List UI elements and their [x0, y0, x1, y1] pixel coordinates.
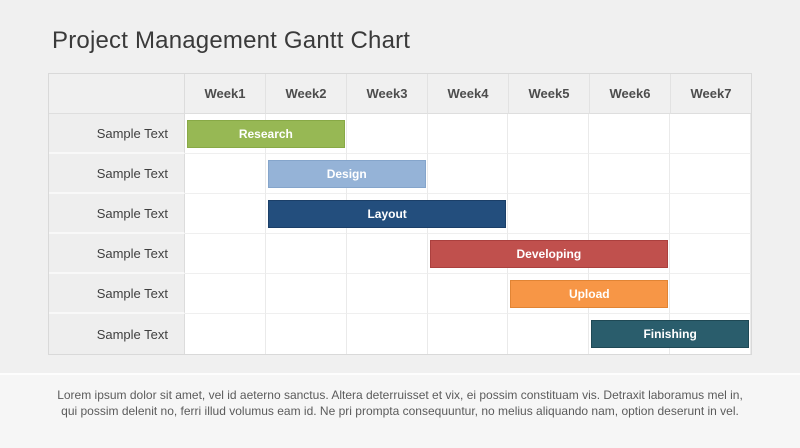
- gantt-bar-research[interactable]: Research: [187, 120, 345, 148]
- grid-cell: [670, 274, 752, 314]
- gantt-row: Sample Text Design: [49, 154, 752, 194]
- week-header-7: Week7: [671, 74, 751, 114]
- row-timeline: Design: [185, 154, 752, 194]
- grid-cell: [670, 114, 752, 154]
- grid-cell: [508, 114, 590, 154]
- week-header-3: Week3: [347, 74, 428, 114]
- footer-text: Lorem ipsum dolor sit amet, vel id aeter…: [0, 387, 800, 419]
- page-title: Project Management Gantt Chart: [52, 27, 411, 54]
- grid-cell: [589, 154, 671, 194]
- grid-cell: [670, 194, 752, 234]
- grid-cell: [508, 314, 590, 354]
- grid-cell: [185, 314, 266, 354]
- grid-cell: [589, 194, 671, 234]
- gantt-row: Sample Text Finishing: [49, 314, 752, 354]
- gantt-row: Sample Text Developing: [49, 234, 752, 274]
- grid-cell: [427, 154, 509, 194]
- footer-line-1: Lorem ipsum dolor sit amet, vel id aeter…: [57, 388, 743, 402]
- row-timeline: Finishing: [185, 314, 752, 354]
- grid-cell: [589, 114, 671, 154]
- week-header-2: Week2: [266, 74, 347, 114]
- footer-note: Lorem ipsum dolor sit amet, vel id aeter…: [0, 373, 800, 448]
- grid-cell: [265, 314, 347, 354]
- row-label: Sample Text: [49, 314, 185, 354]
- gantt-row: Sample Text Upload: [49, 274, 752, 314]
- grid-cell: [427, 274, 509, 314]
- grid-cell: [670, 154, 752, 194]
- week-header-6: Week6: [590, 74, 671, 114]
- row-label: Sample Text: [49, 234, 185, 274]
- row-timeline: Upload: [185, 274, 752, 314]
- gantt-row: Sample Text Layout: [49, 194, 752, 234]
- row-label: Sample Text: [49, 154, 185, 194]
- row-timeline: Layout: [185, 194, 752, 234]
- row-timeline: Research: [185, 114, 752, 154]
- week-header-4: Week4: [428, 74, 509, 114]
- grid-cell: [427, 114, 509, 154]
- grid-cell: [508, 194, 590, 234]
- grid-cell: [185, 274, 266, 314]
- gantt-header-row: Week1 Week2 Week3 Week4 Week5 Week6 Week7: [49, 74, 751, 114]
- grid-cell: [185, 234, 266, 274]
- gantt-bar-layout[interactable]: Layout: [267, 200, 507, 228]
- grid-cell: [346, 274, 428, 314]
- grid-cell: [185, 154, 266, 194]
- grid-cell: [265, 234, 347, 274]
- gantt-rows: Sample Text Research Sample Text Design Samp…: [49, 114, 752, 354]
- grid-cell: [346, 314, 428, 354]
- week-header-1: Week1: [185, 74, 266, 114]
- row-timeline: Developing: [185, 234, 752, 274]
- grid-cell: [346, 234, 428, 274]
- gantt-bar-finishing[interactable]: Finishing: [591, 320, 749, 348]
- grid-cell: [265, 274, 347, 314]
- grid-cell: [346, 114, 428, 154]
- gantt-chart: Week1 Week2 Week3 Week4 Week5 Week6 Week7 Samp…: [48, 73, 752, 355]
- grid-cell: [508, 154, 590, 194]
- grid-cell: [185, 194, 266, 234]
- row-label: Sample Text: [49, 194, 185, 234]
- gantt-corner-cell: [49, 74, 185, 114]
- gantt-bar-design[interactable]: Design: [267, 160, 426, 188]
- grid-cell: [427, 314, 509, 354]
- footer-line-2: qui possim delenit no, ferri illud volum…: [61, 404, 739, 418]
- row-label: Sample Text: [49, 114, 185, 154]
- week-header-5: Week5: [509, 74, 590, 114]
- gantt-row: Sample Text Research: [49, 114, 752, 154]
- grid-cell: [670, 234, 752, 274]
- gantt-bar-developing[interactable]: Developing: [429, 240, 669, 268]
- row-label: Sample Text: [49, 274, 185, 314]
- gantt-bar-upload[interactable]: Upload: [510, 280, 669, 308]
